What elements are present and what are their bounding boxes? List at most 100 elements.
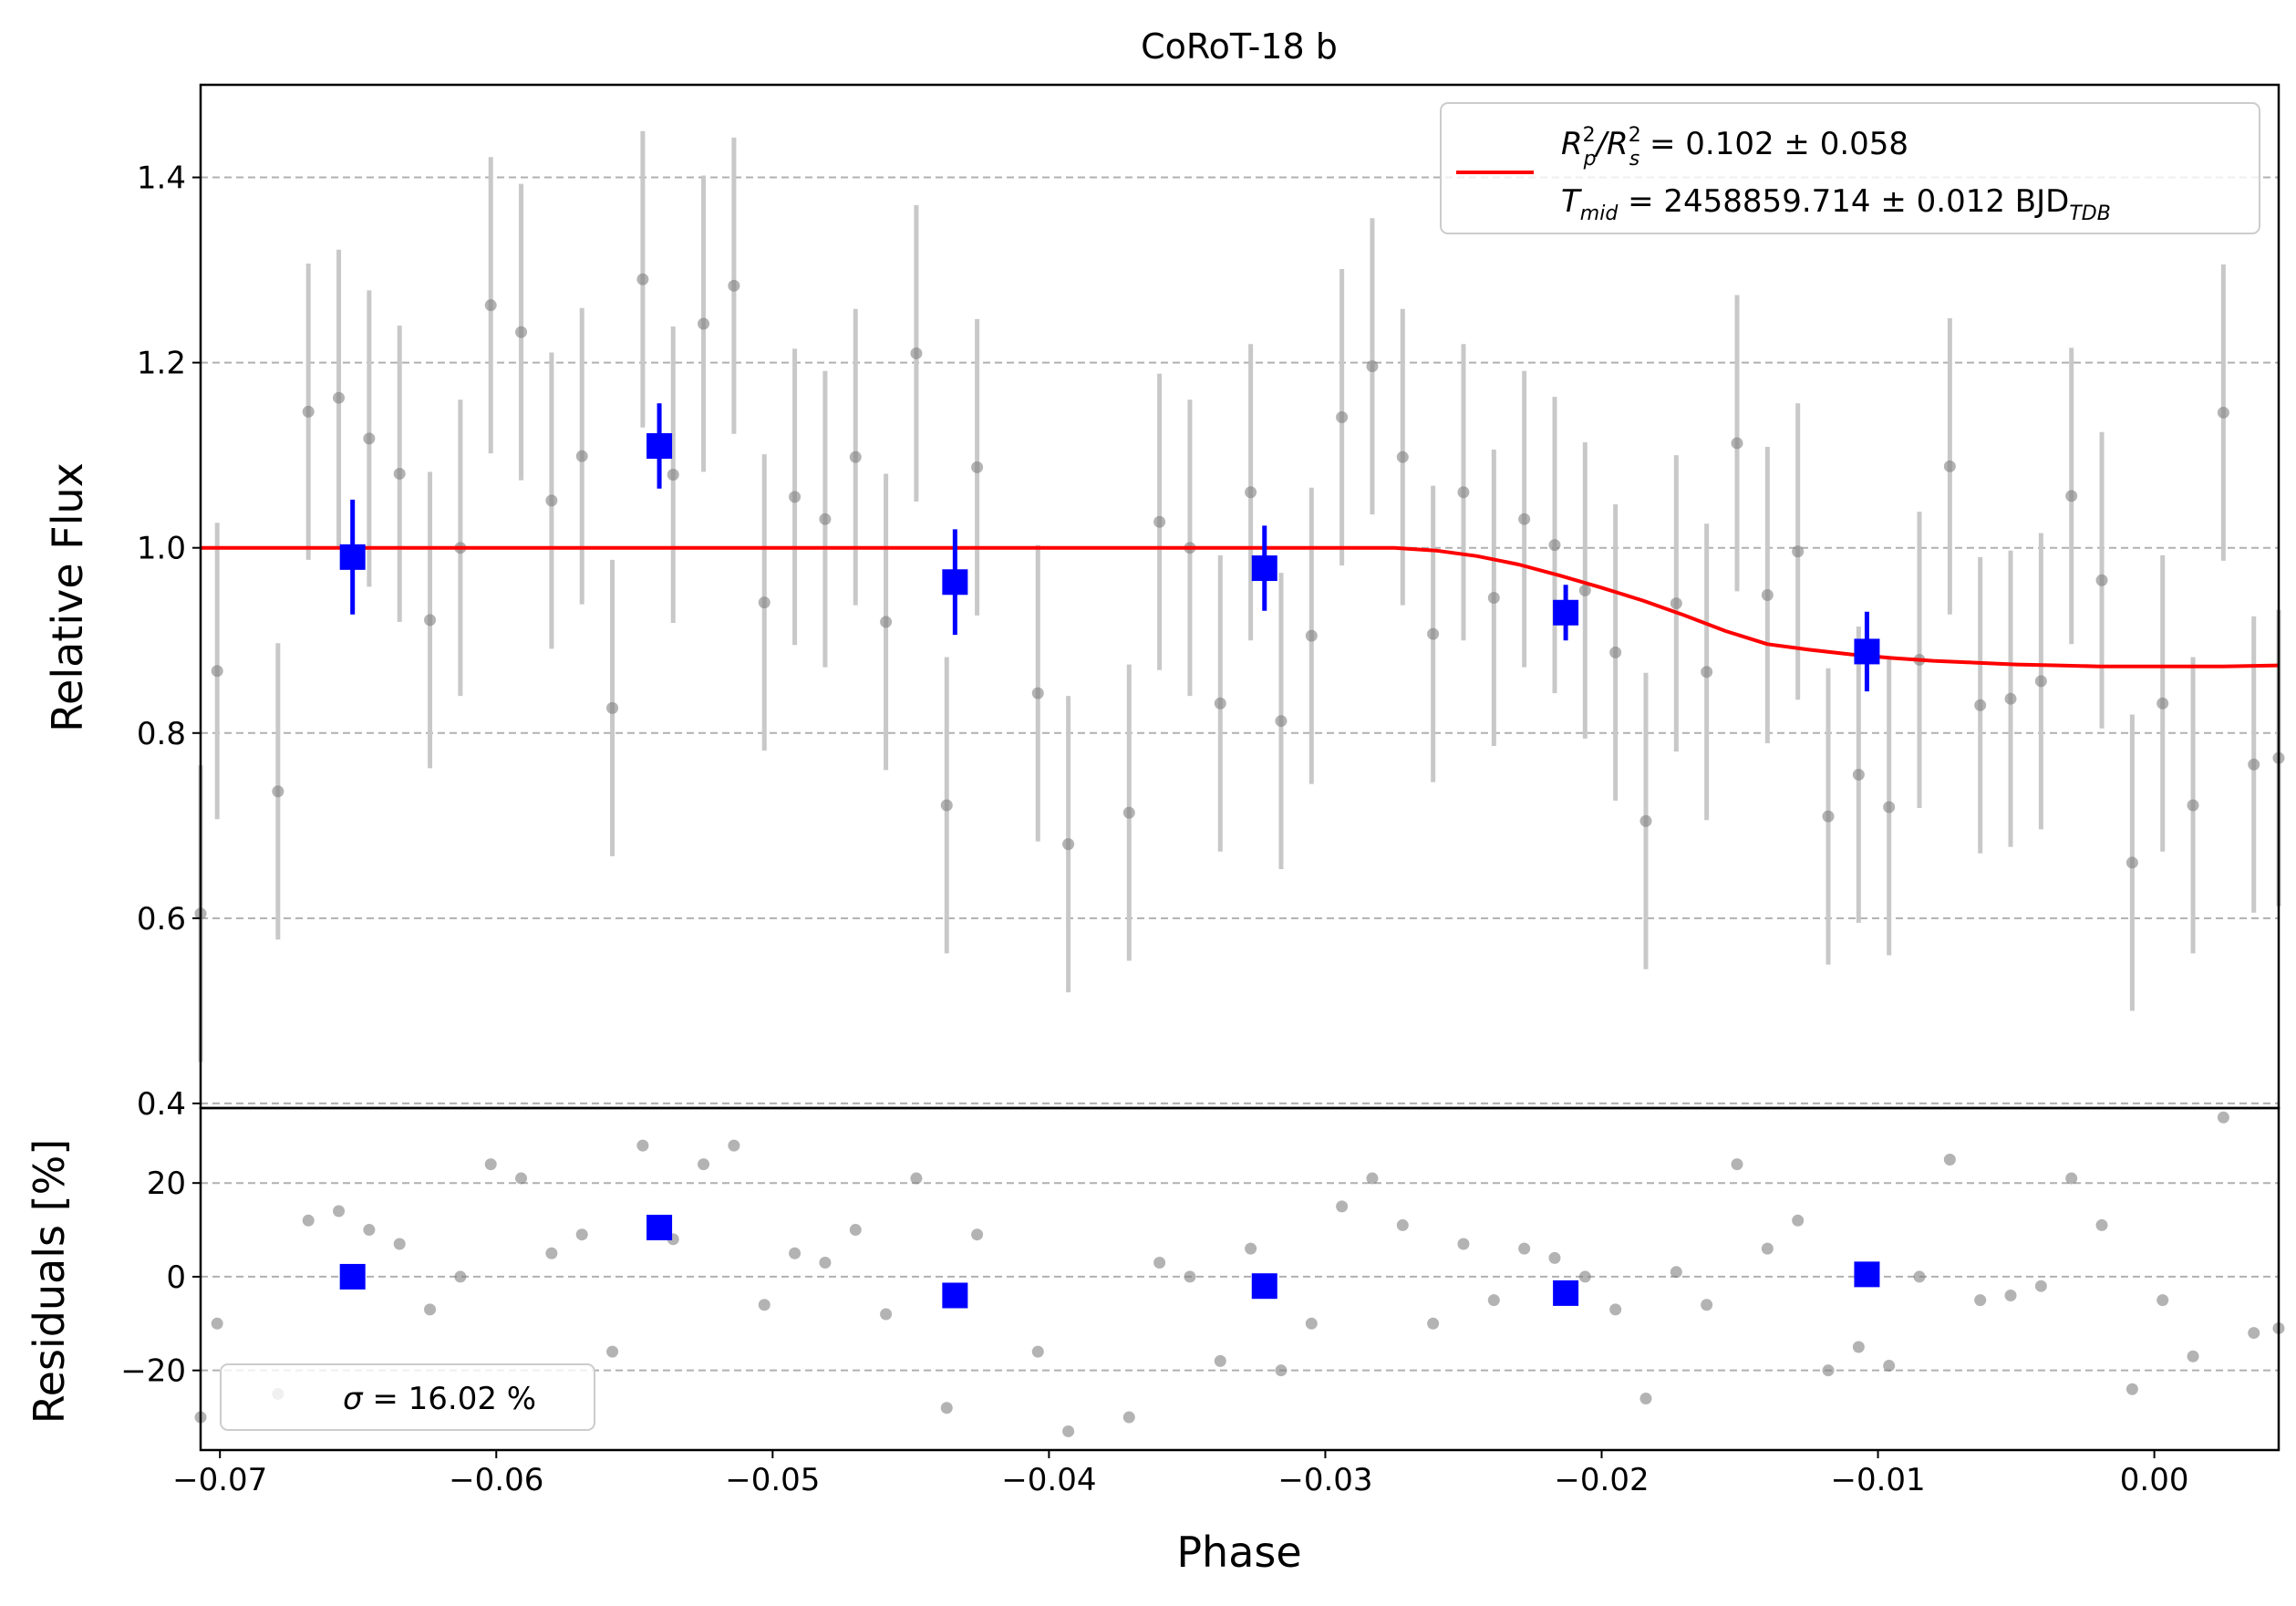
xtick-label: −0.03 [1277, 1462, 1372, 1498]
residual-point [940, 1402, 953, 1414]
residual-point [971, 1228, 984, 1241]
xtick-label: −0.05 [725, 1462, 820, 1498]
main-y-ticks: 0.4 0.6 0.8 1.0 1.2 1.4 [137, 161, 201, 1123]
data-point [1548, 539, 1561, 552]
residual-point [1670, 1266, 1682, 1279]
residual-point [484, 1158, 497, 1171]
data-point [819, 513, 832, 525]
data-point [1609, 646, 1622, 658]
residual-point [2034, 1280, 2047, 1292]
data-point [1457, 486, 1470, 499]
residual-point [393, 1238, 406, 1250]
binned-point [1854, 638, 1880, 665]
residuals-y-axis-label: Residuals [%] [25, 1139, 74, 1424]
residual-point [2095, 1218, 2108, 1231]
residual-point [1457, 1238, 1470, 1250]
x-axis-label: Phase [1176, 1528, 1301, 1577]
residual-point [1366, 1172, 1379, 1185]
data-point [272, 785, 284, 798]
data-point [363, 432, 376, 445]
residuals-ytick-label: 0 [166, 1259, 186, 1296]
residuals-legend: σ = 16.02 % [220, 1363, 595, 1431]
residual-point [1184, 1270, 1196, 1283]
residual-binned-point [942, 1282, 968, 1309]
residual-point [1305, 1317, 1318, 1330]
residuals-legend-box [220, 1363, 595, 1431]
residual-point [1609, 1303, 1622, 1316]
data-point [606, 701, 619, 714]
residual-point [636, 1139, 649, 1152]
binned-point [646, 433, 673, 459]
data-point [1487, 592, 1500, 605]
residual-binned-point [1553, 1280, 1579, 1306]
residual-point [302, 1214, 315, 1227]
data-point [1701, 666, 1713, 679]
residual-point [1427, 1317, 1440, 1330]
residual-point [606, 1345, 619, 1358]
residuals-ytick-label: 20 [147, 1166, 186, 1202]
residual-point [1974, 1294, 1987, 1307]
data-point [1031, 687, 1044, 699]
residual-point [880, 1308, 893, 1321]
data-point [2004, 692, 2017, 705]
data-point [1427, 627, 1440, 640]
data-point [880, 616, 893, 628]
data-point [1153, 515, 1166, 528]
data-point [1336, 411, 1349, 424]
residual-point [1548, 1251, 1561, 1264]
residual-point [758, 1299, 771, 1311]
residuals-ytick-label: −20 [120, 1353, 186, 1390]
residual-point [2004, 1289, 2017, 1301]
residuals-sigma-text: σ = 16.02 % [343, 1381, 536, 1417]
data-point [1366, 360, 1379, 373]
legend-depth-text: R2 p/R2 s = 0.102 ± 0.058 [1561, 124, 1908, 171]
residual-point [789, 1247, 802, 1259]
data-point [2217, 406, 2229, 419]
data-point [1396, 451, 1409, 463]
residual-point [1731, 1158, 1743, 1171]
data-point [2187, 799, 2199, 812]
main-ytick-label: 0.4 [137, 1086, 186, 1123]
data-point [910, 347, 923, 359]
data-point [1822, 810, 1835, 823]
data-point [484, 299, 497, 312]
residual-point [1396, 1218, 1409, 1231]
residual-point [910, 1172, 923, 1185]
data-point [1974, 699, 1987, 711]
data-point [758, 596, 771, 609]
main-binned-points [339, 403, 1880, 692]
data-point [1518, 513, 1531, 525]
data-point [1792, 545, 1805, 558]
xtick-label: 0.00 [2120, 1462, 2189, 1498]
residual-point [1761, 1242, 1774, 1255]
data-point [2034, 675, 2047, 688]
residual-point [363, 1224, 376, 1237]
data-point [424, 614, 437, 627]
residuals-binned-points [339, 1214, 1880, 1309]
residual-point [1639, 1392, 1652, 1404]
data-point [575, 450, 588, 462]
main-ytick-label: 1.0 [137, 531, 186, 567]
main-legend: R2 p/R2 s = 0.102 ± 0.058 Tmid = 2458859.7… [1440, 102, 2260, 234]
residual-point [849, 1224, 862, 1237]
data-point [1670, 597, 1682, 610]
residual-point [1487, 1294, 1500, 1307]
data-point [393, 467, 406, 480]
data-point [1305, 629, 1318, 642]
data-point [515, 326, 528, 338]
binned-point [1553, 599, 1579, 626]
data-point [667, 468, 679, 481]
data-point [1275, 715, 1288, 728]
xtick-label: −0.01 [1830, 1462, 1925, 1498]
data-point [2065, 490, 2078, 503]
residual-point [1245, 1242, 1257, 1255]
xtick-label: −0.04 [1001, 1462, 1096, 1498]
residual-point [424, 1303, 437, 1316]
main-ytick-label: 1.2 [137, 346, 186, 382]
x-ticks: −0.07 −0.06 −0.05 −0.04 −0.03 −0.02 −0.01 0.00 [172, 1450, 2188, 1498]
data-point [2248, 758, 2260, 771]
data-point [789, 491, 802, 503]
